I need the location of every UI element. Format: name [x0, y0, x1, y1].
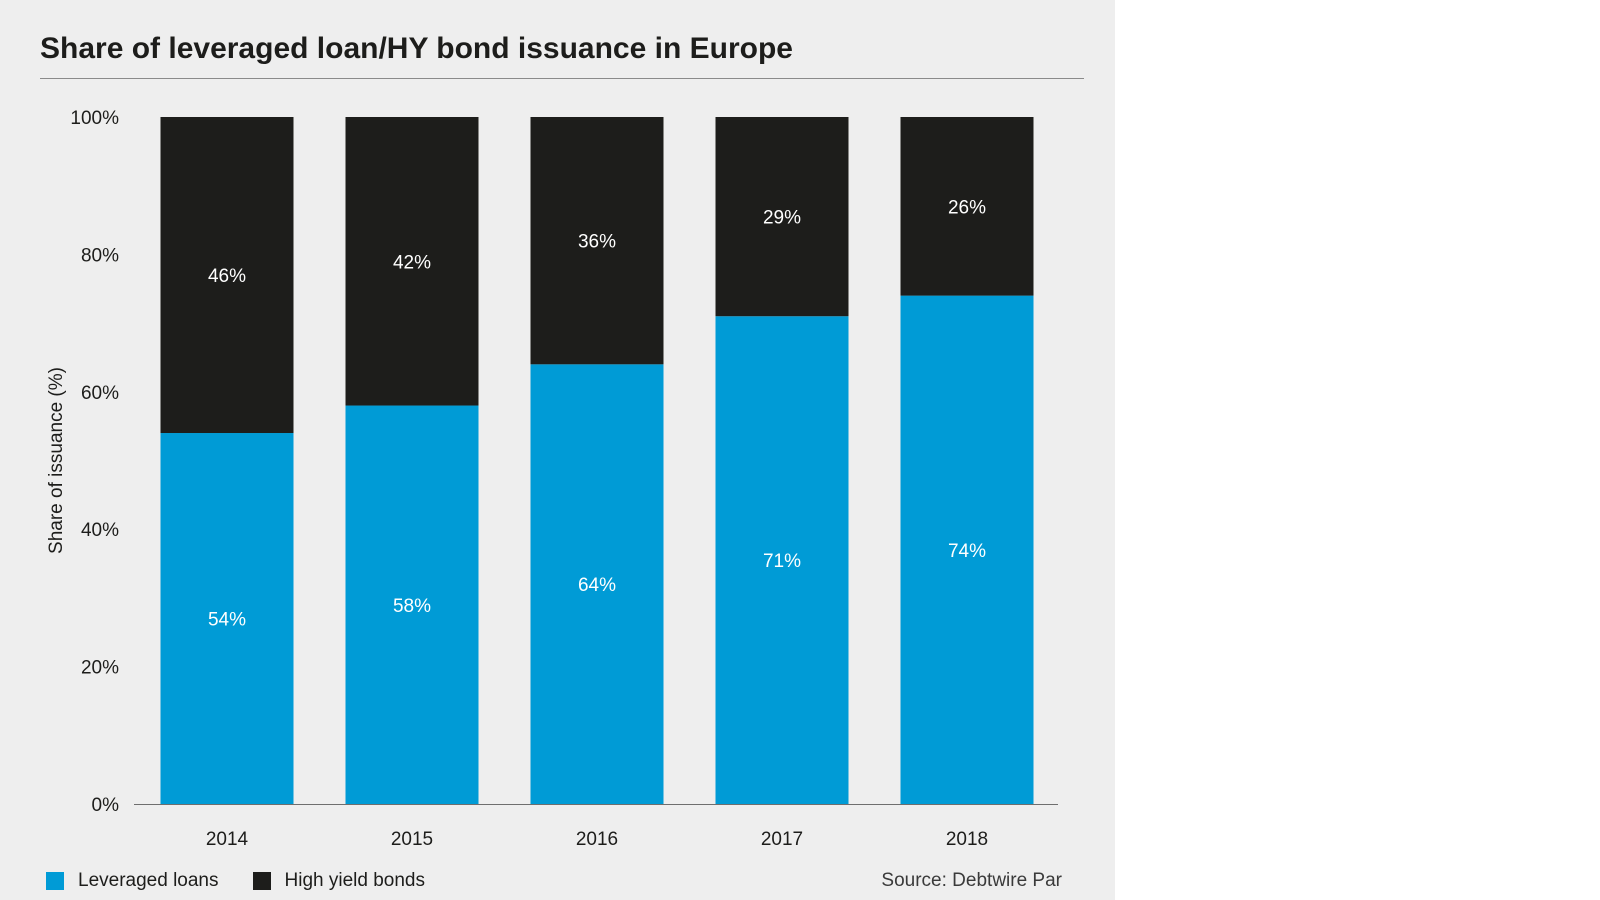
- legend-item-high-yield-bonds: High yield bonds: [252, 870, 425, 892]
- bar-leveraged-loans-2017: [715, 316, 849, 804]
- legend-item-leveraged-loans: Leveraged loans: [46, 870, 219, 892]
- data-label-leveraged-loans-2018: 74%: [948, 541, 986, 562]
- legend: Leveraged loans High yield bonds: [46, 870, 459, 892]
- y-axis: 0% 20% 40% 60% 80% 100%: [70, 108, 119, 816]
- x-axis: 2014 2015 2016 2017 2018: [206, 829, 988, 850]
- y-axis-label: Share of issuance (%): [46, 367, 67, 554]
- y-tick-label: 80%: [81, 245, 119, 266]
- data-label-leveraged-loans-2016: 64%: [578, 575, 616, 596]
- stacked-bar-chart: 0% 20% 40% 60% 80% 100% Share of issuance (%)…: [46, 108, 1058, 850]
- data-label-leveraged-loans-2014: 54%: [208, 610, 246, 631]
- legend-swatch-high-yield-bonds: [252, 872, 271, 890]
- data-label-high-yield-bonds-2018: 26%: [948, 197, 986, 218]
- bars: 54% 46% 58% 42% 64% 36% 71% 29% 74% 26%: [160, 117, 1034, 804]
- bar-high-yield-bonds-2017: [715, 117, 849, 317]
- chart-panel: Share of leveraged loan/HY bond issuance…: [0, 0, 1115, 900]
- chart-title: Share of leveraged loan/HY bond issuance…: [40, 32, 793, 65]
- x-tick-label: 2014: [206, 829, 249, 850]
- source-note: Source: Debtwire Par: [881, 870, 1062, 891]
- title-divider: [40, 78, 1084, 79]
- y-tick-label: 20%: [81, 658, 119, 679]
- data-label-high-yield-bonds-2014: 46%: [208, 266, 246, 287]
- x-tick-label: 2016: [576, 829, 618, 850]
- bar-high-yield-bonds-2018: [900, 117, 1034, 296]
- y-tick-label: 100%: [70, 108, 119, 129]
- data-label-high-yield-bonds-2015: 42%: [393, 252, 431, 273]
- bar-leveraged-loans-2018: [900, 295, 1034, 804]
- legend-label-high-yield-bonds: High yield bonds: [284, 870, 425, 891]
- bar-leveraged-loans-2014: [160, 433, 294, 804]
- data-label-leveraged-loans-2017: 71%: [763, 551, 801, 572]
- x-tick-label: 2015: [391, 829, 433, 850]
- y-tick-label: 0%: [92, 795, 120, 816]
- legend-label-leveraged-loans: Leveraged loans: [78, 870, 219, 891]
- data-label-leveraged-loans-2015: 58%: [393, 596, 431, 617]
- data-label-high-yield-bonds-2016: 36%: [578, 232, 616, 253]
- x-tick-label: 2017: [761, 829, 803, 850]
- y-tick-label: 40%: [81, 520, 119, 541]
- legend-swatch-leveraged-loans: [46, 872, 64, 890]
- y-tick-label: 60%: [81, 383, 119, 404]
- bar-leveraged-loans-2016: [530, 364, 664, 804]
- bar-high-yield-bonds-2015: [345, 117, 479, 406]
- bar-high-yield-bonds-2016: [530, 117, 664, 365]
- bar-high-yield-bonds-2014: [160, 117, 294, 434]
- x-tick-label: 2018: [946, 829, 988, 850]
- bar-leveraged-loans-2015: [345, 405, 479, 804]
- data-label-high-yield-bonds-2017: 29%: [763, 208, 801, 229]
